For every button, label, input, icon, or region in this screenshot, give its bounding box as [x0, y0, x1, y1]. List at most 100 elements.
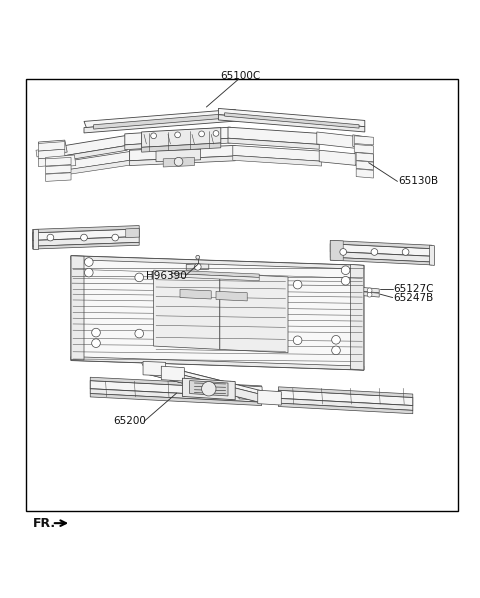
Polygon shape — [38, 142, 65, 151]
Circle shape — [402, 249, 409, 255]
Polygon shape — [218, 108, 365, 127]
Polygon shape — [172, 270, 259, 277]
Polygon shape — [258, 391, 281, 395]
Circle shape — [293, 336, 302, 344]
Polygon shape — [154, 270, 220, 349]
Polygon shape — [71, 256, 364, 269]
Polygon shape — [70, 160, 133, 174]
Circle shape — [332, 346, 340, 355]
Polygon shape — [330, 240, 432, 249]
Polygon shape — [161, 366, 184, 381]
Polygon shape — [163, 370, 278, 395]
Circle shape — [92, 339, 100, 347]
Circle shape — [112, 234, 119, 241]
Polygon shape — [186, 264, 209, 270]
Polygon shape — [90, 393, 262, 405]
Polygon shape — [363, 292, 379, 297]
Circle shape — [371, 249, 378, 255]
Polygon shape — [71, 256, 364, 370]
Polygon shape — [355, 152, 373, 168]
Circle shape — [84, 258, 93, 266]
Circle shape — [194, 264, 201, 270]
Polygon shape — [239, 385, 262, 400]
Circle shape — [135, 329, 144, 338]
Text: 65127C: 65127C — [394, 285, 434, 294]
Circle shape — [175, 132, 180, 138]
Polygon shape — [33, 229, 139, 240]
Circle shape — [341, 266, 350, 274]
Circle shape — [199, 131, 204, 137]
Circle shape — [202, 382, 216, 396]
Polygon shape — [239, 386, 262, 390]
Polygon shape — [218, 115, 365, 132]
Circle shape — [174, 157, 183, 166]
Circle shape — [367, 288, 372, 293]
Polygon shape — [144, 365, 240, 398]
Circle shape — [196, 255, 200, 259]
Polygon shape — [216, 291, 247, 301]
Polygon shape — [363, 288, 379, 293]
Circle shape — [332, 335, 340, 344]
Circle shape — [340, 249, 347, 255]
Circle shape — [84, 269, 93, 277]
Polygon shape — [350, 264, 364, 370]
Polygon shape — [126, 228, 139, 237]
Polygon shape — [354, 153, 373, 162]
Polygon shape — [172, 273, 259, 280]
Polygon shape — [228, 127, 319, 145]
Text: 65200: 65200 — [113, 416, 145, 426]
Polygon shape — [330, 240, 343, 261]
Polygon shape — [190, 380, 228, 396]
Polygon shape — [156, 150, 201, 161]
Polygon shape — [125, 127, 230, 145]
Polygon shape — [94, 113, 233, 129]
Polygon shape — [84, 115, 238, 133]
Circle shape — [81, 234, 87, 241]
Polygon shape — [142, 127, 221, 147]
Polygon shape — [356, 152, 373, 161]
Polygon shape — [353, 135, 372, 150]
Polygon shape — [278, 403, 413, 414]
Polygon shape — [142, 143, 221, 152]
Polygon shape — [278, 398, 413, 410]
Polygon shape — [46, 173, 71, 181]
Polygon shape — [90, 389, 262, 402]
Polygon shape — [220, 273, 288, 353]
Polygon shape — [180, 289, 211, 299]
Polygon shape — [330, 244, 432, 257]
Polygon shape — [84, 109, 238, 127]
Polygon shape — [33, 230, 38, 249]
Polygon shape — [130, 156, 235, 166]
Text: 65130B: 65130B — [398, 176, 439, 187]
Polygon shape — [233, 155, 322, 166]
Polygon shape — [356, 169, 373, 178]
Polygon shape — [354, 136, 373, 145]
Polygon shape — [317, 132, 355, 148]
Polygon shape — [144, 365, 259, 390]
Polygon shape — [125, 138, 230, 150]
Text: 65247B: 65247B — [394, 292, 434, 303]
Polygon shape — [319, 150, 358, 166]
Text: H96390: H96390 — [146, 271, 187, 281]
Circle shape — [47, 234, 54, 241]
Polygon shape — [278, 390, 413, 405]
Polygon shape — [163, 378, 278, 403]
Circle shape — [293, 280, 302, 289]
Polygon shape — [225, 113, 359, 128]
Polygon shape — [330, 252, 432, 262]
Polygon shape — [144, 373, 259, 398]
Polygon shape — [356, 161, 373, 170]
Circle shape — [367, 292, 372, 297]
Polygon shape — [233, 145, 322, 161]
Text: FR.: FR. — [33, 517, 56, 530]
Polygon shape — [36, 150, 44, 157]
Polygon shape — [38, 140, 67, 154]
Polygon shape — [90, 377, 262, 389]
Polygon shape — [46, 165, 71, 174]
Polygon shape — [33, 237, 139, 246]
Polygon shape — [182, 378, 235, 400]
Polygon shape — [38, 150, 65, 159]
Circle shape — [92, 328, 100, 337]
Polygon shape — [130, 145, 235, 161]
Polygon shape — [70, 151, 133, 169]
